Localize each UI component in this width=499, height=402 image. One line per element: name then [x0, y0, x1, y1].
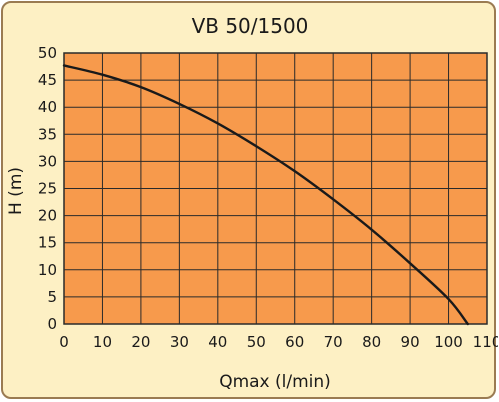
y-tick-label: 5 [47, 288, 57, 306]
x-tick-label: 30 [170, 333, 189, 351]
x-tick-label: 10 [93, 333, 112, 351]
y-tick-label: 50 [38, 44, 57, 62]
y-tick-label: 0 [47, 315, 57, 333]
y-tick-label: 20 [38, 207, 57, 225]
x-tick-label: 80 [362, 333, 381, 351]
series-layer [62, 64, 469, 326]
x-tick-label: 70 [324, 333, 343, 351]
plot-border [63, 52, 488, 325]
y-tick-label: 30 [38, 152, 57, 170]
y-tick-label: 10 [38, 261, 57, 279]
x-tick-label: 40 [208, 333, 227, 351]
x-tick-label: 90 [401, 333, 420, 351]
y-axis-ticks: 0 5 10 15 20 25 30 35 40 45 50 [38, 44, 57, 333]
y-axis-label: H (m) [6, 167, 26, 215]
grid [63, 52, 488, 325]
x-tick-label: 20 [131, 333, 150, 351]
x-tick-label: 0 [59, 333, 69, 351]
y-tick-label: 35 [38, 125, 57, 143]
x-tick-label: 100 [434, 333, 463, 351]
chart-title: VB 50/1500 [192, 14, 309, 38]
line-chart: VB 50/1500 0 10 20 30 40 50 60 70 80 90 100 110 0 5 1… [6, 14, 498, 392]
y-tick-label: 15 [38, 234, 57, 252]
x-tick-label: 60 [285, 333, 304, 351]
x-axis-ticks: 0 10 20 30 40 50 60 70 80 90 100 110 [59, 333, 498, 351]
y-tick-label: 25 [38, 180, 57, 198]
x-axis-label: Qmax (l/min) [219, 372, 331, 392]
x-tick-label: 110 [473, 333, 498, 351]
y-tick-label: 40 [38, 98, 57, 116]
x-tick-label: 50 [247, 333, 266, 351]
y-tick-label: 45 [38, 71, 57, 89]
series-line-0 [62, 64, 469, 326]
